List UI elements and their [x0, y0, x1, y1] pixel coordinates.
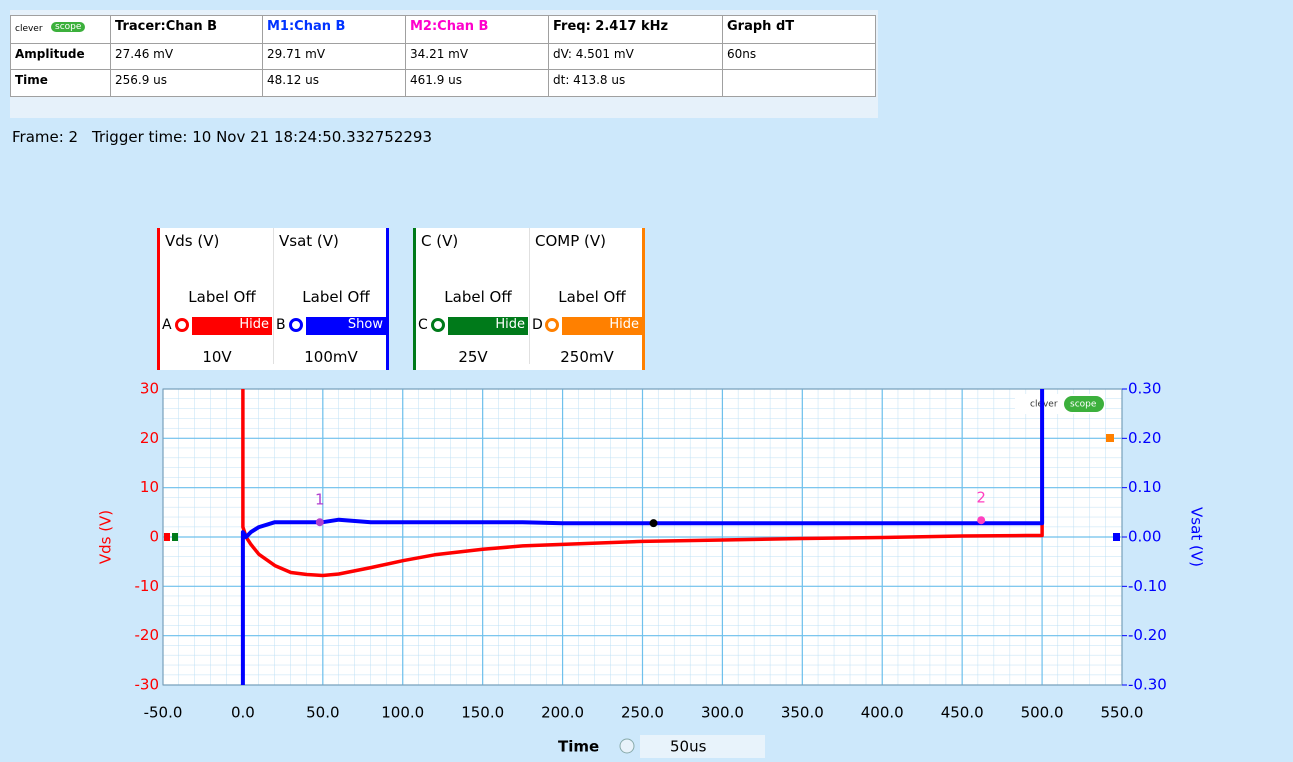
channel-group: Vds (V) Label Off A Hide 10V Vsat (V) Label Of… — [157, 228, 389, 370]
channel-group: C (V) Label Off C Hide 25V COMP (V) Label Off D… — [413, 228, 645, 370]
y2-tick-label: -0.20 — [1128, 626, 1167, 644]
channel-letter: B — [276, 317, 286, 333]
channel-icon — [175, 318, 189, 332]
channel-label: Label Off — [444, 288, 512, 306]
channel-scale: 25V — [458, 348, 488, 366]
channel-icon — [289, 318, 303, 332]
x-tick-label: -50.0 — [144, 704, 183, 722]
channel-name: Vds (V) — [165, 232, 220, 250]
y-tick-label: 0 — [149, 528, 159, 546]
channel-scale: 10V — [202, 348, 232, 366]
x-tick-label: 300.0 — [701, 704, 744, 722]
y2-tick-label: 0.00 — [1128, 528, 1161, 546]
channel-icon — [431, 318, 445, 332]
channel-button[interactable]: Hide — [448, 317, 528, 335]
channel-scale: 100mV — [304, 348, 358, 366]
channel-icon — [545, 318, 559, 332]
channel-letter: C — [418, 317, 428, 333]
divider — [273, 228, 274, 364]
table-cell: dV: 4.501 mV — [548, 43, 723, 70]
cursor-marker — [977, 516, 986, 525]
offset-marker — [164, 533, 170, 541]
cursor-label: 1 — [315, 491, 325, 509]
channel-name: COMP (V) — [535, 232, 607, 250]
offset-marker — [172, 533, 178, 541]
y-tick-label: -30 — [135, 676, 160, 694]
table-cell: 60ns — [722, 43, 876, 70]
table-cell: dt: 413.8 us — [548, 69, 723, 97]
frame-label: Frame: 2 — [12, 128, 79, 146]
table-cell: Amplitude — [10, 43, 111, 70]
channel-label: Label Off — [302, 288, 370, 306]
x-tick-label: 550.0 — [1101, 704, 1144, 722]
offset-marker — [1113, 533, 1120, 541]
y-tick-label: 20 — [140, 429, 159, 447]
table-cell: M2:Chan B — [405, 15, 549, 44]
channel-letter: A — [162, 317, 172, 333]
x-tick-label: 150.0 — [461, 704, 504, 722]
channel-label: Label Off — [558, 288, 626, 306]
table-cell: 256.9 us — [110, 69, 263, 97]
table-cell — [722, 69, 876, 97]
x-tick-label: 100.0 — [381, 704, 424, 722]
y2-axis-title: Vsat (V) — [1188, 507, 1206, 567]
table-cell: Tracer:Chan B — [110, 15, 263, 44]
table-cell: 29.71 mV — [262, 43, 406, 70]
x-tick-label: 400.0 — [861, 704, 904, 722]
table-cell: Time — [10, 69, 111, 97]
table-cell: 34.21 mV — [405, 43, 549, 70]
x-tick-label: 350.0 — [781, 704, 824, 722]
x-axis-title: Time — [558, 738, 599, 756]
y2-tick-label: -0.10 — [1128, 577, 1167, 595]
cursor-label: 2 — [976, 489, 986, 507]
channel-name: Vsat (V) — [279, 232, 339, 250]
y-tick-label: -10 — [135, 577, 160, 595]
y-axis-title: Vds (V) — [97, 510, 115, 564]
table-cell: 27.46 mV — [110, 43, 263, 70]
cursor-marker — [315, 518, 324, 527]
tracer-marker — [649, 519, 658, 528]
series-line — [240, 389, 1045, 685]
channel-button[interactable]: Hide — [562, 317, 642, 335]
trigger-label: Trigger time: 10 Nov 21 18:24:50.3327522… — [92, 128, 432, 146]
logo-text: scope — [1070, 400, 1097, 410]
y2-tick-label: 0.10 — [1128, 478, 1161, 496]
x-tick-label: 200.0 — [541, 704, 584, 722]
channel-name: C (V) — [421, 232, 459, 250]
y2-tick-label: 0.20 — [1128, 429, 1161, 447]
logo-pill — [1064, 396, 1104, 412]
x-tick-label: 450.0 — [941, 704, 984, 722]
channel-label: Label Off — [188, 288, 256, 306]
series-line — [241, 389, 1044, 578]
channel-scale: 250mV — [560, 348, 614, 366]
x-tick-label: 0.0 — [231, 704, 255, 722]
logo-pill: scope — [51, 22, 86, 32]
y2-tick-label: 0.30 — [1128, 380, 1161, 398]
channel-button[interactable]: Show — [306, 317, 386, 335]
x-tick-label: 250.0 — [621, 704, 664, 722]
channel-letter: D — [532, 317, 543, 333]
logo-text: clever — [15, 24, 43, 34]
y-tick-label: -20 — [135, 626, 160, 644]
table-cell: clever scope — [10, 15, 111, 44]
channel-button[interactable]: Hide — [192, 317, 272, 335]
offset-marker — [1106, 434, 1114, 442]
x-tick-label: 50.0 — [306, 704, 339, 722]
y2-tick-label: -0.30 — [1128, 676, 1167, 694]
table-cell: Freq: 2.417 kHz — [548, 15, 723, 44]
divider — [529, 228, 530, 364]
table-cell: 461.9 us — [405, 69, 549, 97]
y-tick-label: 30 — [140, 380, 159, 398]
y-tick-label: 10 — [140, 478, 159, 496]
timebase: 50us — [670, 738, 707, 756]
x-tick-label: 500.0 — [1021, 704, 1064, 722]
spinner[interactable] — [619, 738, 635, 754]
table-cell: M1:Chan B — [262, 15, 406, 44]
table-cell: Graph dT — [722, 15, 876, 44]
table-cell: 48.12 us — [262, 69, 406, 97]
timebase-box[interactable] — [640, 735, 765, 758]
